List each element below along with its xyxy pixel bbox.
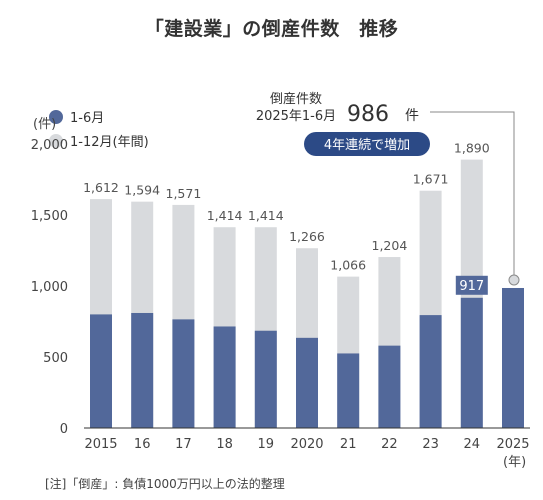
bar-first-half-19	[254, 330, 277, 428]
data-label-annual-21: 1,066	[330, 258, 366, 273]
bar-first-half-23	[419, 315, 442, 428]
legend-marker-first-half	[49, 110, 63, 124]
x-tick-label: 16	[134, 437, 151, 452]
callout-leader-line	[430, 111, 515, 276]
data-label-annual-17: 1,571	[166, 186, 202, 201]
increase-badge-bg	[304, 132, 430, 156]
callout-line1: 倒産件数	[270, 91, 322, 107]
x-tick-label: 19	[258, 437, 275, 452]
bar-first-half-21	[337, 353, 360, 428]
x-tick-label: 2015	[84, 437, 117, 452]
data-label-annual-2015: 1,612	[83, 180, 119, 195]
legend-marker-annual	[49, 134, 63, 148]
data-label-bg-first-half-24	[455, 275, 488, 295]
data-label-annual-23: 1,671	[413, 172, 449, 187]
data-label-annual-24: 1,890	[454, 141, 490, 156]
bar-first-half-2015	[90, 314, 112, 428]
y-tick-label: 500	[43, 351, 68, 366]
x-tick-label: 21	[340, 437, 357, 452]
data-label-first-half-24: 917	[459, 279, 484, 294]
data-label-annual-22: 1,204	[372, 238, 408, 253]
chart-title: 「建設業」の倒産件数 推移	[144, 18, 399, 40]
bar-first-half-2020	[296, 337, 318, 428]
x-tick-label: 17	[175, 437, 192, 452]
callout-unit: 件	[405, 108, 419, 124]
y-axis-unit: (件)	[33, 117, 56, 132]
x-axis-unit: (年)	[503, 455, 526, 470]
x-tick-label: 22	[381, 437, 398, 452]
bar-first-half-2025	[502, 287, 524, 428]
x-tick-label: 2020	[290, 437, 323, 452]
x-tick-label: 23	[422, 437, 439, 452]
callout-value: 986	[347, 102, 389, 127]
data-label-annual-2020: 1,266	[289, 229, 325, 244]
bar-first-half-24	[460, 297, 483, 428]
callout-period: 2025年1-6月	[256, 109, 336, 124]
y-tick-label: 0	[60, 422, 68, 437]
y-tick-label: 1,000	[31, 280, 68, 295]
increase-badge-text: 4年連続で増加	[324, 138, 410, 153]
data-label-annual-16: 1,594	[124, 183, 160, 198]
bar-first-half-18	[213, 326, 236, 428]
y-tick-label: 1,500	[31, 209, 68, 224]
x-tick-label: 2025	[496, 437, 529, 452]
bar-first-half-17	[172, 319, 195, 428]
callout-leader-dot	[508, 274, 520, 286]
x-tick-label: 18	[216, 437, 233, 452]
legend-label-first-half: 1-6月	[70, 111, 104, 126]
footnote: [注]「倒産」: 負債1000万円以上の法的整理	[45, 477, 285, 491]
data-label-annual-19: 1,414	[248, 208, 284, 223]
bar-first-half-16	[131, 312, 154, 428]
legend-label-annual: 1-12月(年間)	[70, 135, 149, 150]
y-tick-label: 2,000	[31, 138, 68, 153]
bar-first-half-22	[378, 345, 401, 428]
data-label-annual-18: 1,414	[207, 208, 243, 223]
x-tick-label: 24	[464, 437, 481, 452]
